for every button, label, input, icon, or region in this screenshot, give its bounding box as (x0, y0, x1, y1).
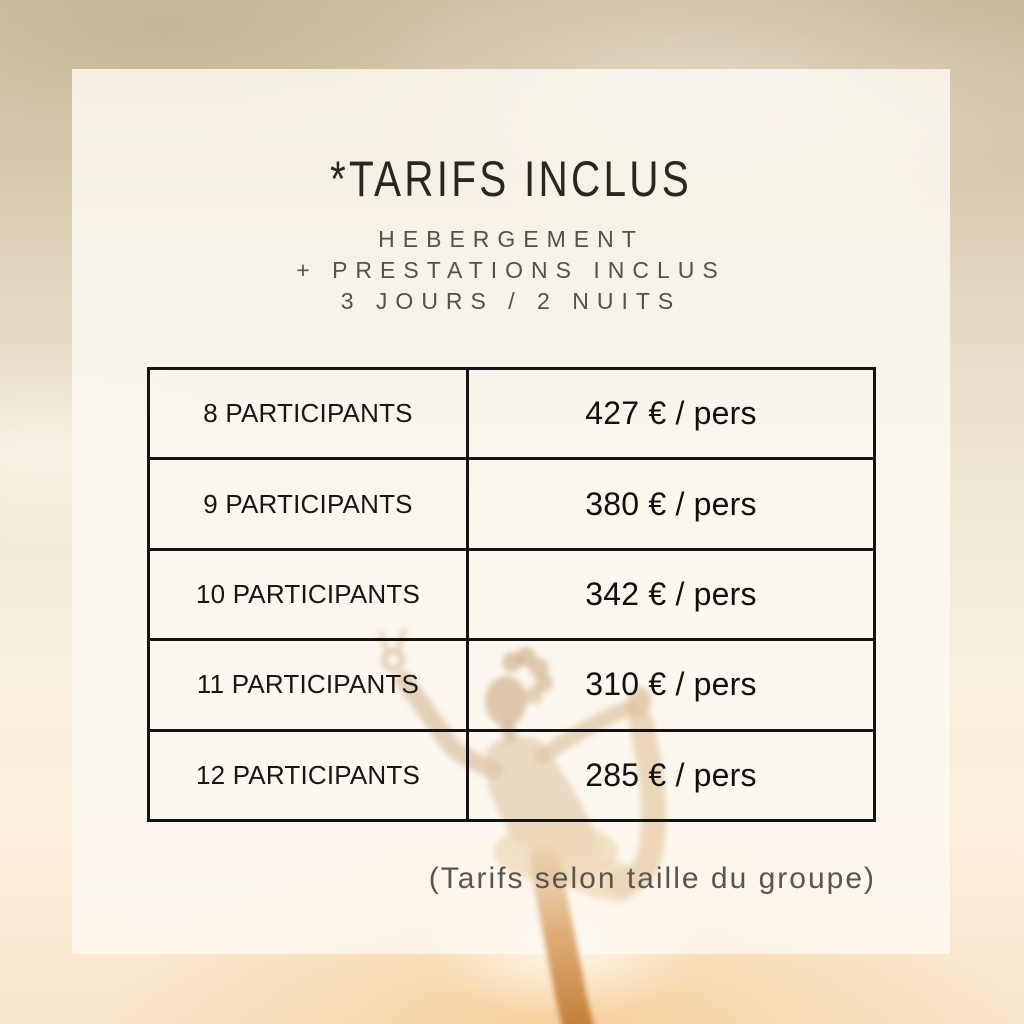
table-row: 11 PARTICIPANTS 310 € / pers (150, 641, 873, 732)
participants-cell: 10 PARTICIPANTS (150, 550, 469, 639)
subtitle-line-3: 3 JOURS / 2 NUITS (340, 288, 682, 314)
participants-cell: 11 PARTICIPANTS (150, 641, 469, 729)
price-cell: 427 € / pers (585, 395, 757, 432)
pricing-table: 8 PARTICIPANTS 427 € / pers 9 PARTICIPAN… (147, 367, 876, 822)
participants-cell: 12 PARTICIPANTS (150, 731, 469, 820)
price-cell: 342 € / pers (585, 576, 757, 613)
table-row: 12 PARTICIPANTS 285 € / pers (150, 731, 873, 820)
subtitle-line-1: HEBERGEMENT (378, 226, 644, 252)
footnote: (Tarifs selon taille du groupe) (428, 862, 876, 895)
table-row: 8 PARTICIPANTS 427 € / pers (150, 370, 873, 461)
participants-cell: 8 PARTICIPANTS (150, 370, 469, 458)
table-row: 10 PARTICIPANTS 342 € / pers (150, 550, 873, 642)
price-cell: 380 € / pers (585, 485, 757, 522)
price-cell: 285 € / pers (585, 756, 757, 793)
price-cell: 310 € / pers (585, 666, 757, 703)
subtitle-line-2: + PRESTATIONS INCLUS (296, 257, 726, 283)
poster-subtitle: HEBERGEMENT + PRESTATIONS INCLUS 3 JOURS… (72, 224, 950, 317)
participants-cell: 9 PARTICIPANTS (150, 460, 469, 548)
poster-title: *TARIFS INCLUS (330, 150, 692, 207)
table-row: 9 PARTICIPANTS 380 € / pers (150, 460, 873, 551)
